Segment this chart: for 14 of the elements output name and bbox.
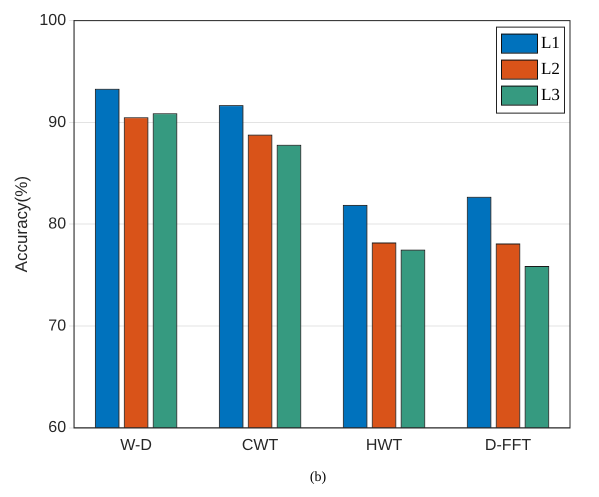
y-tick-label: 80 — [48, 216, 66, 233]
x-tick-label: D-FFT — [484, 436, 532, 454]
y-axis-title: Accuracy(%) — [12, 176, 31, 272]
y-tick-label: 70 — [48, 317, 66, 334]
legend-label: L3 — [541, 85, 560, 104]
x-tick-label: CWT — [242, 436, 278, 454]
x-tick-label: HWT — [366, 436, 402, 454]
y-tick-label: 100 — [39, 12, 66, 30]
x-tick-label: W-D — [120, 436, 152, 454]
y-tick-label: 90 — [48, 114, 66, 131]
legend-label: L2 — [541, 59, 560, 78]
text: (b) — [308, 470, 328, 486]
y-tick-label: 60 — [48, 419, 66, 436]
legend-label: L1 — [541, 33, 560, 52]
